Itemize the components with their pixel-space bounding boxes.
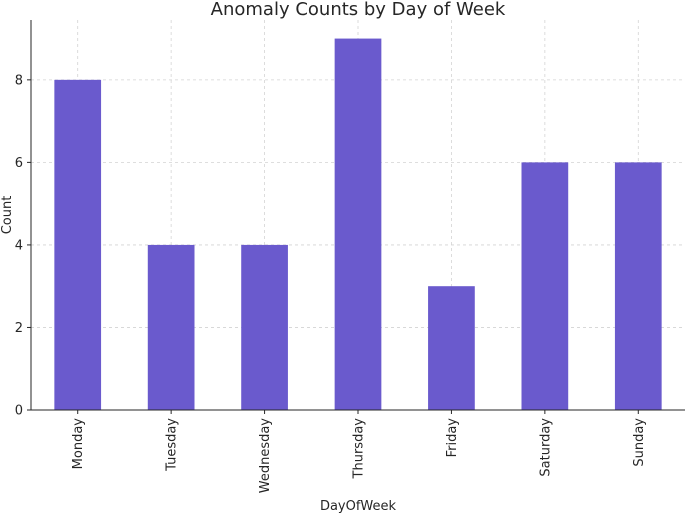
x-axis-label: DayOfWeek <box>320 499 397 514</box>
y-axis-label: Count <box>0 196 15 235</box>
bar-monday <box>54 79 102 410</box>
y-tick-label: 6 <box>15 156 23 171</box>
bar-tuesday <box>147 244 195 410</box>
x-tick-label: Saturday <box>538 418 553 477</box>
y-tick-label: 4 <box>15 238 23 253</box>
bar-sunday <box>614 162 662 410</box>
chart-title: Anomaly Counts by Day of Week <box>211 0 506 20</box>
x-tick-label: Friday <box>445 418 460 458</box>
x-tick-label: Tuesday <box>165 418 180 472</box>
x-tick-label: Thursday <box>352 418 367 480</box>
x-tick-label: Wednesday <box>258 418 273 494</box>
y-tick-label: 8 <box>15 73 23 88</box>
y-tick-label: 2 <box>15 321 23 336</box>
bars-layer <box>54 38 662 410</box>
bar-wednesday <box>241 244 288 410</box>
x-tick-label: Monday <box>71 418 86 470</box>
y-tick-label: 0 <box>15 404 23 419</box>
bar-friday <box>428 286 475 410</box>
bar-thursday <box>334 38 382 410</box>
x-tick-label: Sunday <box>632 418 647 467</box>
bar-saturday <box>521 162 569 410</box>
ticks-layer: 0 2 4 6 8 Monday Tuesday Wednesday Thursday Frida… <box>15 73 647 493</box>
